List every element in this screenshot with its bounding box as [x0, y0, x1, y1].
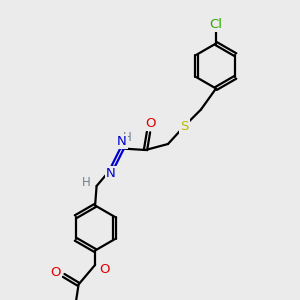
Text: N: N — [117, 135, 127, 148]
Text: N: N — [106, 167, 116, 180]
Text: O: O — [99, 263, 110, 276]
Text: S: S — [180, 119, 189, 133]
Text: H: H — [123, 130, 132, 144]
Text: H: H — [82, 176, 91, 190]
Text: Cl: Cl — [209, 18, 223, 32]
Text: O: O — [50, 266, 61, 279]
Text: O: O — [145, 117, 155, 130]
